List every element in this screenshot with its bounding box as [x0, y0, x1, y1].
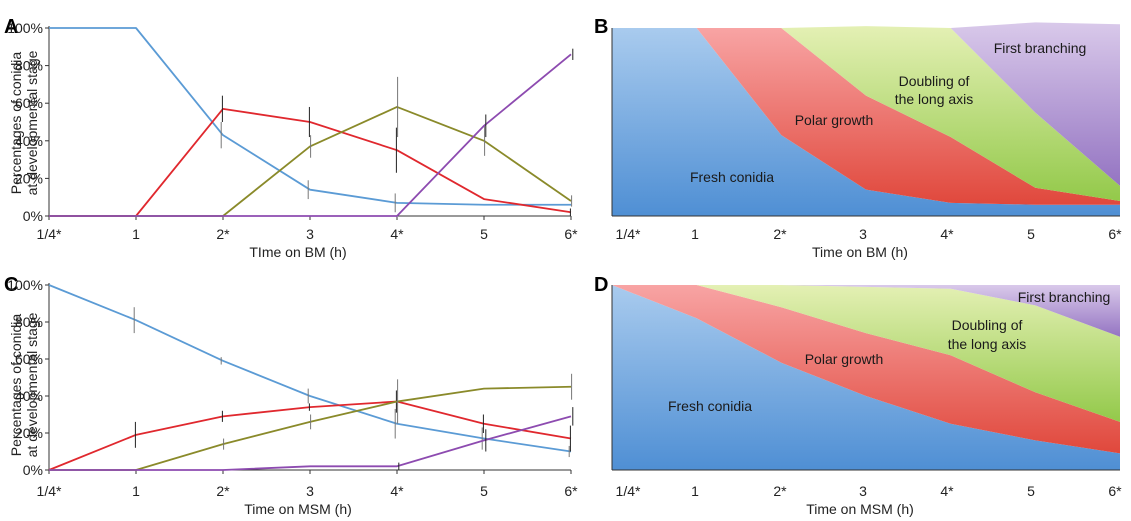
y-tick-label: 80%	[15, 58, 43, 74]
x-tick-label: 1	[691, 226, 699, 242]
series-line-0	[49, 27, 571, 206]
x-tick-label: 2*	[773, 226, 787, 242]
y-tick-label: 100%	[7, 277, 43, 293]
y-tick-label: 40%	[15, 133, 43, 149]
area-band-3	[612, 285, 1120, 337]
x-tick-label: 1/4*	[616, 483, 641, 499]
panel-label-d: D	[594, 274, 608, 296]
x-tick-label: 3	[306, 483, 314, 499]
series-line-3	[49, 415, 572, 471]
x-tick-label: 5	[480, 483, 488, 499]
panel-d-label-fresh-conidia: Fresh conidia	[668, 398, 752, 414]
series-line-2	[49, 385, 572, 471]
x-tick-label: 4*	[390, 483, 404, 499]
x-tick-label: 2*	[216, 226, 230, 242]
panel-label-b: B	[594, 16, 608, 38]
panel-c-y-axis-label-line2: at developmental stage	[24, 312, 40, 457]
panel-label-a: A	[4, 16, 18, 38]
panel-d-label-polar-growth: Polar growth	[805, 351, 884, 367]
area-band-1	[612, 285, 1120, 454]
series-line-1	[48, 400, 572, 471]
y-tick-label: 60%	[15, 351, 43, 367]
panel-a-y-axis-label-line2: at developmental stage	[24, 50, 40, 195]
panel-d-label-first-branching: First branching	[1018, 289, 1111, 305]
panel-a-line-chart: 0% 20% 40% 60% 80% 100% 1/4* 1 2* 3 4* 5 6*	[7, 20, 578, 242]
y-tick-label: 20%	[15, 425, 43, 441]
panel-d-x-axis-label: Time on MSM (h)	[806, 501, 914, 517]
panel-c-y-axis-label-line1: Percentages of conidia	[8, 314, 24, 457]
x-tick-label: 3	[859, 226, 867, 242]
x-tick-label: 6*	[564, 226, 578, 242]
y-tick-label: 0%	[23, 462, 43, 478]
x-tick-label: 1	[691, 483, 699, 499]
x-tick-label: 2*	[773, 483, 787, 499]
area-band-2	[612, 285, 1120, 422]
x-tick-label: 1/4*	[616, 226, 641, 242]
area-band-3	[612, 22, 1120, 186]
y-tick-label: 20%	[15, 170, 43, 186]
panel-d-area-chart: 1/4* 1 2* 3 4* 5 6*	[611, 285, 1122, 499]
panel-d-label-doubling-line2: the long axis	[948, 336, 1027, 352]
panel-c-line-chart: 0% 20% 40% 60% 80% 100% 1/4* 1 2* 3 4* 5 6*	[7, 277, 578, 499]
x-tick-label: 4*	[940, 226, 954, 242]
panel-b-label-doubling-line2: the long axis	[895, 91, 974, 107]
panel-d-label-doubling-line1: Doubling of	[952, 317, 1023, 333]
y-tick-label: 0%	[23, 208, 43, 224]
area-band-2	[612, 26, 1120, 201]
area-band-0	[612, 28, 1120, 216]
panel-label-c: C	[4, 274, 18, 296]
y-tick-label: 100%	[7, 20, 43, 36]
x-tick-label: 6*	[564, 483, 578, 499]
x-tick-label: 1	[132, 483, 140, 499]
series-line-1	[49, 107, 572, 217]
x-tick-label: 6*	[1108, 483, 1122, 499]
panel-a-y-axis-label-line1: Percentages of conidia	[8, 52, 24, 195]
x-tick-label: 1	[132, 226, 140, 242]
x-tick-label: 2*	[216, 483, 230, 499]
panel-b-x-axis-label: Time on BM (h)	[812, 244, 908, 260]
y-tick-label: 60%	[15, 95, 43, 111]
x-tick-label: 3	[306, 226, 314, 242]
x-tick-label: 5	[1027, 483, 1035, 499]
y-tick-label: 80%	[15, 314, 43, 330]
series-line-0	[48, 284, 572, 453]
area-band-1	[612, 28, 1120, 205]
series-line-3	[49, 53, 572, 217]
panel-c-x-axis-label: Time on MSM (h)	[244, 501, 352, 517]
panel-b-area-chart: 1/4* 1 2* 3 4* 5 6*	[611, 22, 1122, 242]
x-tick-label: 4*	[940, 483, 954, 499]
panel-b-label-first-branching: First branching	[994, 40, 1087, 56]
x-tick-label: 1/4*	[37, 483, 62, 499]
panel-b-label-fresh-conidia: Fresh conidia	[690, 169, 774, 185]
panel-b-label-polar-growth: Polar growth	[795, 112, 874, 128]
area-band-0	[612, 285, 1120, 470]
panel-b-label-doubling-line1: Doubling of	[899, 73, 970, 89]
x-tick-label: 4*	[390, 226, 404, 242]
panel-a-x-axis-label: TIme on BM (h)	[249, 244, 346, 260]
x-tick-label: 3	[859, 483, 867, 499]
x-tick-label: 5	[1027, 226, 1035, 242]
x-tick-label: 6*	[1108, 226, 1122, 242]
y-tick-label: 40%	[15, 388, 43, 404]
x-tick-label: 1/4*	[37, 226, 62, 242]
x-tick-label: 5	[480, 226, 488, 242]
